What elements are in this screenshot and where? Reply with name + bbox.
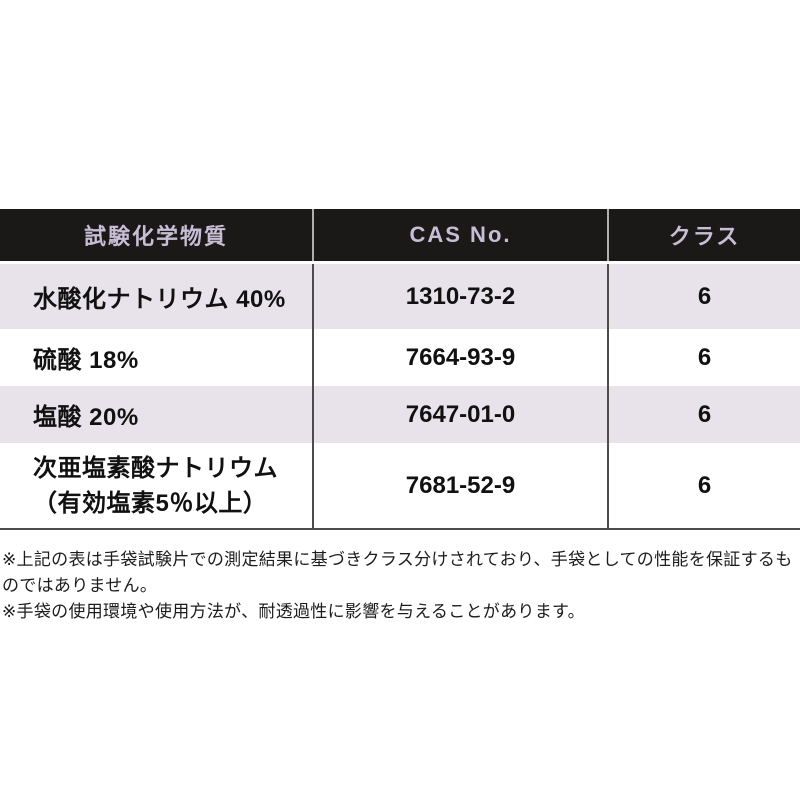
class-cell: 6 (607, 386, 800, 443)
substance-line-2: （有効塩素5％以上） (33, 489, 268, 517)
substance-cell: 水酸化ナトリウム 40% (33, 286, 286, 313)
table-row: 次亜塩素酸ナトリウム （有効塩素5％以上） 7681-52-9 6 (0, 443, 800, 528)
substance-line-1: 次亜塩素酸ナトリウム (33, 454, 278, 482)
table-row: 硫酸 18% 7664-93-9 6 (0, 329, 800, 386)
cas-cell: 7664-93-9 (312, 329, 607, 386)
column-header-class: クラス (607, 209, 800, 261)
table-header-row: 試験化学物質 CAS No. クラス (0, 209, 800, 264)
substance-cell: 硫酸 18% (33, 347, 139, 374)
class-cell: 6 (607, 443, 800, 528)
footnote-usage-conditions: ※手袋の使用環境や使用方法が、耐透過性に影響を与えることがあります。 (2, 602, 585, 621)
table-row: 水酸化ナトリウム 40% 1310-73-2 6 (0, 264, 800, 329)
column-header-cas: CAS No. (312, 209, 607, 261)
column-header-substance: 試験化学物質 (83, 224, 228, 249)
cas-cell: 7647-01-0 (312, 386, 607, 443)
footnote-test-basis: ※上記の表は手袋試験片での測定結果に基づきクラス分けされており、手袋としての性能… (2, 550, 793, 595)
cas-cell: 7681-52-9 (312, 443, 607, 528)
chemical-resistance-table: 試験化学物質 CAS No. クラス 水酸化ナトリウム 40% 1310-73-… (0, 209, 800, 530)
table-row: 塩酸 20% 7647-01-0 6 (0, 386, 800, 443)
footnotes: ※上記の表は手袋試験片での測定結果に基づきクラス分けされており、手袋としての性能… (2, 547, 798, 625)
substance-cell: 塩酸 20% (33, 404, 139, 431)
class-cell: 6 (607, 264, 800, 329)
class-cell: 6 (607, 329, 800, 386)
substance-cell: 次亜塩素酸ナトリウム （有効塩素5％以上） (0, 443, 312, 528)
cas-cell: 1310-73-2 (312, 264, 607, 329)
